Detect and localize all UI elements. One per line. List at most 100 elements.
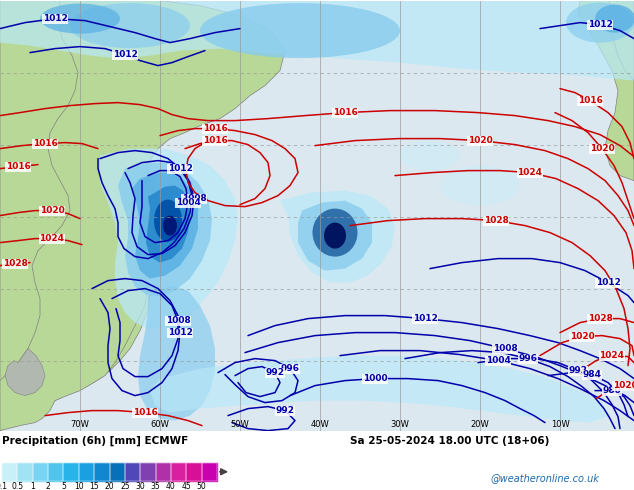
Text: 1024: 1024 <box>517 168 543 177</box>
Text: 1008: 1008 <box>165 316 190 325</box>
Bar <box>17 463 33 481</box>
Bar <box>171 463 186 481</box>
Ellipse shape <box>440 166 520 206</box>
Text: 50: 50 <box>197 482 207 490</box>
Text: 30: 30 <box>135 482 145 490</box>
Text: 1008: 1008 <box>493 344 517 353</box>
Bar <box>140 463 155 481</box>
Polygon shape <box>608 0 634 80</box>
Ellipse shape <box>595 4 634 33</box>
Text: 1020: 1020 <box>590 144 614 153</box>
Polygon shape <box>280 191 395 283</box>
Bar <box>79 463 94 481</box>
Text: 10: 10 <box>74 482 84 490</box>
Polygon shape <box>0 0 160 431</box>
Bar <box>79 463 94 481</box>
Text: 1020: 1020 <box>569 332 595 341</box>
Text: 0.1: 0.1 <box>0 482 8 490</box>
Text: 980: 980 <box>603 386 621 395</box>
Text: 45: 45 <box>181 482 191 490</box>
Bar <box>202 463 217 481</box>
Bar <box>63 463 79 481</box>
Text: 996: 996 <box>280 364 299 373</box>
Bar <box>140 463 155 481</box>
Text: 1012: 1012 <box>42 14 67 23</box>
Bar <box>94 463 110 481</box>
Ellipse shape <box>400 141 460 171</box>
Ellipse shape <box>200 3 400 58</box>
Polygon shape <box>150 356 610 422</box>
Bar <box>2 463 17 481</box>
Text: 20: 20 <box>105 482 114 490</box>
Ellipse shape <box>566 2 634 43</box>
Bar <box>48 463 63 481</box>
Bar <box>63 463 79 481</box>
Text: 1012: 1012 <box>167 164 193 173</box>
Polygon shape <box>138 286 215 420</box>
Bar <box>48 463 63 481</box>
Bar <box>33 463 48 481</box>
Bar <box>186 463 202 481</box>
Ellipse shape <box>40 3 120 34</box>
Text: 1028: 1028 <box>484 216 508 225</box>
Text: 1020: 1020 <box>39 206 65 215</box>
Text: 1020: 1020 <box>468 136 493 145</box>
Text: 992: 992 <box>569 366 588 375</box>
Polygon shape <box>132 172 198 279</box>
Bar <box>171 463 186 481</box>
Polygon shape <box>0 0 285 431</box>
Text: 1016: 1016 <box>333 108 358 117</box>
Text: Sa 25-05-2024 18.00 UTC (18+06): Sa 25-05-2024 18.00 UTC (18+06) <box>350 436 550 446</box>
Text: 10W: 10W <box>550 419 569 429</box>
Text: 1012: 1012 <box>167 328 193 337</box>
Polygon shape <box>5 348 45 395</box>
Ellipse shape <box>313 209 358 257</box>
Text: 1004: 1004 <box>176 198 200 207</box>
Text: 5: 5 <box>61 482 66 490</box>
Text: 25: 25 <box>120 482 130 490</box>
Text: 2: 2 <box>46 482 51 490</box>
Text: 996: 996 <box>519 354 538 363</box>
Bar <box>125 463 140 481</box>
Ellipse shape <box>324 222 346 248</box>
Text: 15: 15 <box>89 482 99 490</box>
Text: 0.5: 0.5 <box>11 482 23 490</box>
Bar <box>110 463 125 481</box>
Text: @weatheronline.co.uk: @weatheronline.co.uk <box>490 473 599 483</box>
Text: 1000: 1000 <box>363 374 387 383</box>
Text: 1012: 1012 <box>595 278 621 287</box>
Polygon shape <box>118 163 212 296</box>
Bar <box>17 463 33 481</box>
Polygon shape <box>0 0 634 80</box>
Text: 992: 992 <box>276 406 295 415</box>
Bar <box>155 463 171 481</box>
Bar <box>110 463 125 481</box>
Polygon shape <box>578 0 634 181</box>
Text: 1024: 1024 <box>600 351 624 360</box>
Bar <box>186 463 202 481</box>
Text: 992: 992 <box>266 368 285 377</box>
Text: 1016: 1016 <box>6 162 30 171</box>
Text: 1016: 1016 <box>202 136 228 145</box>
Polygon shape <box>298 200 372 270</box>
Text: 1016: 1016 <box>578 96 602 105</box>
Ellipse shape <box>70 3 190 48</box>
Text: 35: 35 <box>151 482 160 490</box>
Text: 1028: 1028 <box>3 259 27 268</box>
Text: 40W: 40W <box>311 419 330 429</box>
Bar <box>33 463 48 481</box>
Text: Precipitation (6h) [mm] ECMWF: Precipitation (6h) [mm] ECMWF <box>2 436 188 446</box>
Text: 60W: 60W <box>150 419 169 429</box>
Text: 1004: 1004 <box>486 356 510 365</box>
Bar <box>94 463 110 481</box>
Text: 1016: 1016 <box>32 139 58 148</box>
Text: 1008: 1008 <box>181 194 207 203</box>
Bar <box>125 463 140 481</box>
Text: 30W: 30W <box>391 419 410 429</box>
Text: 1016: 1016 <box>133 408 157 417</box>
Polygon shape <box>100 148 238 329</box>
Text: 1: 1 <box>30 482 35 490</box>
Text: 1012: 1012 <box>588 20 612 29</box>
Bar <box>2 463 17 481</box>
Text: 70W: 70W <box>70 419 89 429</box>
